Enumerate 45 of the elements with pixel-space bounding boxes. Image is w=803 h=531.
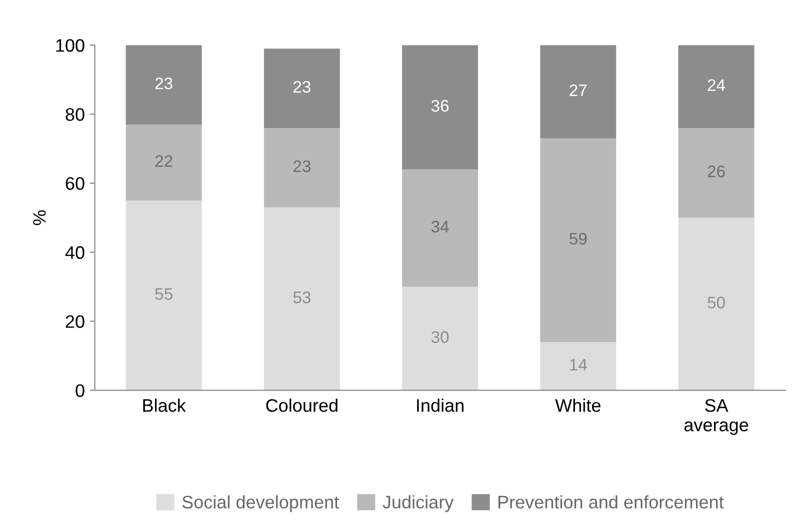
bar — [402, 169, 478, 287]
y-axis-title: % — [33, 210, 46, 226]
data-label: 23 — [294, 160, 310, 172]
x-tick-label: Indian — [417, 398, 464, 412]
bar — [678, 128, 754, 218]
bar — [678, 45, 754, 128]
legend-label: Judiciary — [382, 495, 454, 512]
x-tick-label: SA average — [684, 399, 748, 435]
bar — [540, 138, 616, 342]
data-label: 14 — [570, 358, 587, 370]
data-label: 34 — [431, 220, 449, 233]
bar — [264, 207, 340, 390]
bar — [126, 45, 202, 125]
x-tick-label: Coloured — [266, 398, 338, 412]
data-label: 30 — [431, 331, 449, 343]
data-label: 22 — [155, 155, 172, 167]
y-tick-label: 40 — [65, 246, 84, 259]
data-label: 59 — [570, 232, 587, 245]
bar — [540, 45, 616, 138]
bar — [126, 124, 202, 200]
data-label: 53 — [293, 291, 310, 304]
data-label: 36 — [431, 100, 449, 112]
bar — [264, 128, 340, 208]
data-label: 50 — [708, 296, 725, 308]
bar — [540, 342, 616, 390]
data-label: 55 — [155, 288, 172, 300]
y-tick-label: 20 — [66, 315, 84, 328]
data-label: 23 — [294, 80, 310, 93]
bar — [126, 200, 202, 390]
x-tick-label: White — [555, 398, 600, 412]
y-tick-label: 60 — [66, 177, 84, 190]
bar — [402, 286, 478, 390]
data-label: 23 — [155, 78, 172, 90]
data-label: 27 — [570, 84, 587, 96]
data-label: 24 — [708, 79, 726, 91]
data-label: 26 — [708, 166, 725, 178]
bar — [264, 48, 340, 128]
y-tick-label: 100 — [56, 39, 84, 52]
legend-label: Social development — [182, 495, 339, 512]
bar — [402, 45, 478, 170]
bar — [678, 218, 754, 390]
x-tick-label: Black — [143, 398, 186, 412]
y-tick-label: 80 — [66, 108, 84, 121]
y-tick-label: 0 — [76, 384, 84, 398]
legend-label: Prevention and enforcement — [498, 495, 724, 509]
